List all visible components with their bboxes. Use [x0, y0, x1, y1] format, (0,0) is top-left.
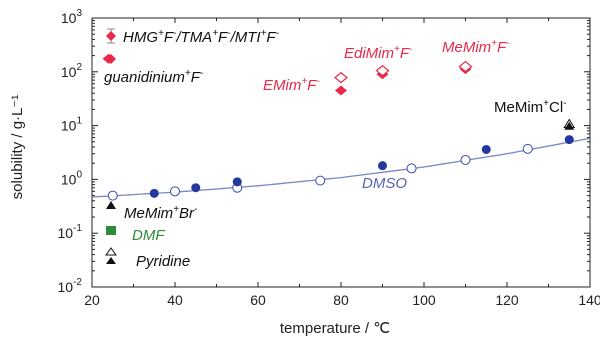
- legend-guanidinium-label: guanidinium+F-: [104, 68, 204, 86]
- annotation-edimim: EdiMim+F-: [344, 44, 413, 62]
- point-diamond-filled: [335, 85, 347, 96]
- legend-dmf-marker: [106, 226, 116, 235]
- point-circle-filled: [378, 161, 387, 171]
- legend-guanidinium-marker: [106, 54, 116, 64]
- annotation-memimf: MeMim+F-: [442, 38, 510, 56]
- legend-hmg-marker: [106, 28, 116, 44]
- dmso-fit-curve: [91, 137, 591, 198]
- x-tick-label: 100: [412, 292, 436, 308]
- point-circle-open: [170, 186, 180, 197]
- legend-memimbr-marker: [106, 201, 116, 209]
- legend: HMG+F-/TMA+F-/MTI+F- guanidinium+F- MeMi…: [104, 28, 280, 270]
- point-circle-open: [522, 143, 533, 154]
- x-tick-label: 140: [578, 292, 600, 308]
- point-diamond-open: [375, 64, 390, 77]
- point-circle-filled: [149, 188, 159, 198]
- annotation-emim: EMim+F-: [263, 76, 320, 94]
- point-triangle-open: [563, 118, 576, 128]
- y-tick-label: 101: [61, 116, 83, 134]
- annotation-dmso: DMSO: [362, 175, 407, 192]
- legend-pyridine-label: Pyridine: [136, 253, 190, 270]
- point-diamond-open: [334, 71, 348, 84]
- x-tick-label: 80: [333, 292, 349, 308]
- legend-dmf-label: DMF: [132, 227, 165, 244]
- legend-memimbr-label: MeMim+Br-: [124, 204, 198, 222]
- x-axis-title: temperature / ℃: [280, 320, 390, 337]
- fit-curve-layer: [91, 137, 591, 198]
- point-circle-open: [315, 175, 326, 186]
- point-circle-filled: [564, 135, 574, 145]
- point-circle-open: [406, 163, 417, 174]
- x-tick-label: 20: [84, 292, 100, 308]
- axis-frame-layer: [91, 17, 591, 288]
- point-circle-filled: [481, 144, 491, 154]
- y-axis-title: solubility / g·L⁻¹: [9, 95, 26, 200]
- x-tick-label: 120: [495, 292, 519, 308]
- x-tick-label: 60: [250, 292, 266, 308]
- annotation-memimcl: MeMim+Cl-: [494, 98, 567, 116]
- y-tick-label: 103: [61, 8, 83, 26]
- y-tick-label: 10-1: [58, 223, 83, 241]
- y-tick-label: 102: [61, 62, 83, 80]
- legend-hmg-label: HMG+F-/TMA+F-/MTI+F-: [123, 28, 280, 46]
- x-tick-label: 40: [167, 292, 183, 308]
- point-circle-filled: [232, 177, 242, 187]
- legend-pyridine-marker: [105, 247, 117, 264]
- tick-labels-layer: 20 40 60 80 100 120 140 10-2 10-1 100 101 102 103: [58, 8, 600, 308]
- y-tick-label: 10-2: [58, 277, 83, 295]
- y-tick-label: 100: [61, 169, 83, 187]
- point-circle-filled: [191, 183, 201, 193]
- point-circle-open: [107, 190, 118, 201]
- point-circle-open: [460, 154, 471, 165]
- point-diamond-open: [458, 60, 473, 73]
